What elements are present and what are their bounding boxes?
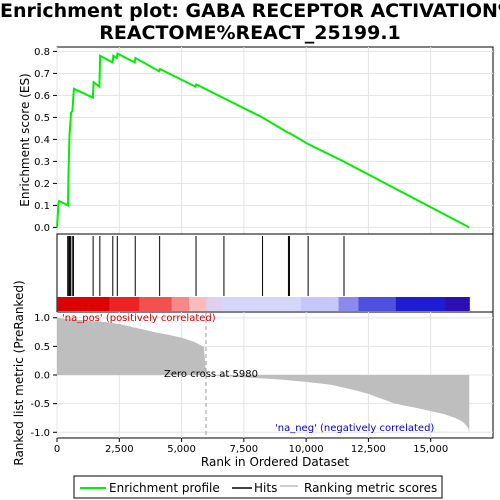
color-bar-segment: [221, 297, 302, 311]
positive-correlation-label: 'na_pos' (positively correlated): [62, 313, 216, 324]
x-tick-label: 0: [54, 444, 60, 455]
es-y-tick-label: 0.3: [34, 157, 50, 168]
color-bar-segment: [206, 297, 222, 311]
chart-title-line-1: Enrichment plot: GABA RECEPTOR ACTIVATIO…: [0, 0, 500, 22]
es-y-tick-label: 0.7: [34, 69, 50, 80]
legend-enrichment-profile-label: Enrichment profile: [109, 481, 220, 495]
color-bar-segment: [358, 297, 397, 311]
es-y-tick-label: 0.4: [34, 135, 50, 146]
x-tick-label: 15,000: [413, 444, 448, 455]
x-tick-label: 2,500: [105, 444, 134, 455]
color-bar-segment: [445, 297, 470, 311]
color-bar-segment: [139, 297, 173, 311]
es-y-axis-label: Enrichment score (ES): [18, 73, 32, 206]
es-grid: [56, 47, 493, 234]
zero-cross-label: Zero cross at 5980: [164, 369, 258, 380]
metric-y-tick-label: -0.5: [30, 399, 50, 410]
es-y-ticks: 0.0 0.1 0.2 0.3 0.4 0.5 0.6 0.7 0.8: [34, 47, 57, 234]
color-bar-segment: [338, 297, 359, 311]
color-bar-segment: [171, 297, 190, 311]
hit-marks: [67, 236, 345, 296]
legend-hits-label: Hits: [254, 481, 277, 495]
chart-title-line-2: REACTOME%REACT_25199.1: [99, 22, 401, 44]
metric-y-tick-label: -1.0: [30, 428, 50, 439]
es-y-tick-label: 0.6: [34, 91, 50, 102]
ranking-color-bar: [57, 297, 470, 311]
metric-y-tick-label: 0.5: [34, 342, 50, 353]
metric-y-tick-label: 1.0: [34, 313, 50, 324]
x-axis-label: Rank in Ordered Dataset: [201, 455, 349, 469]
x-tick-label: 10,000: [289, 444, 324, 455]
x-tick-label: 5,000: [167, 444, 196, 455]
enrichment-profile-line: [56, 52, 470, 229]
es-y-tick-label: 0.8: [34, 47, 50, 58]
metric-y-tick-label: 0.0: [34, 371, 50, 382]
chart-title: Enrichment plot: GABA RECEPTOR ACTIVATIO…: [0, 0, 500, 44]
es-y-tick-label: 0.0: [34, 223, 50, 234]
color-bar-segment: [395, 297, 447, 311]
metric-y-ticks: -1.0 -0.5 0.0 0.5 1.0: [30, 313, 57, 439]
metric-y-axis-label: Ranked list metric (PreRanked): [12, 280, 26, 465]
es-y-tick-label: 0.5: [34, 113, 50, 124]
legend-box: [73, 475, 443, 499]
ranking-metric-area: [57, 317, 470, 433]
metric-x-ticks: 0 2,500 5,000 7,500 10,000 12,500 15,000: [54, 438, 448, 455]
color-bar-segment: [109, 297, 140, 311]
negative-correlation-label: 'na_neg' (negatively correlated): [275, 423, 434, 434]
legend-ranking-metric-label: Ranking metric scores: [304, 481, 437, 495]
color-bar-segment: [57, 297, 110, 311]
color-bar-segment: [301, 297, 340, 311]
color-bar-segment: [189, 297, 207, 311]
es-y-tick-label: 0.2: [34, 179, 50, 190]
x-tick-label: 7,500: [230, 444, 259, 455]
es-y-tick-label: 0.1: [34, 201, 50, 212]
x-tick-label: 12,500: [351, 444, 386, 455]
